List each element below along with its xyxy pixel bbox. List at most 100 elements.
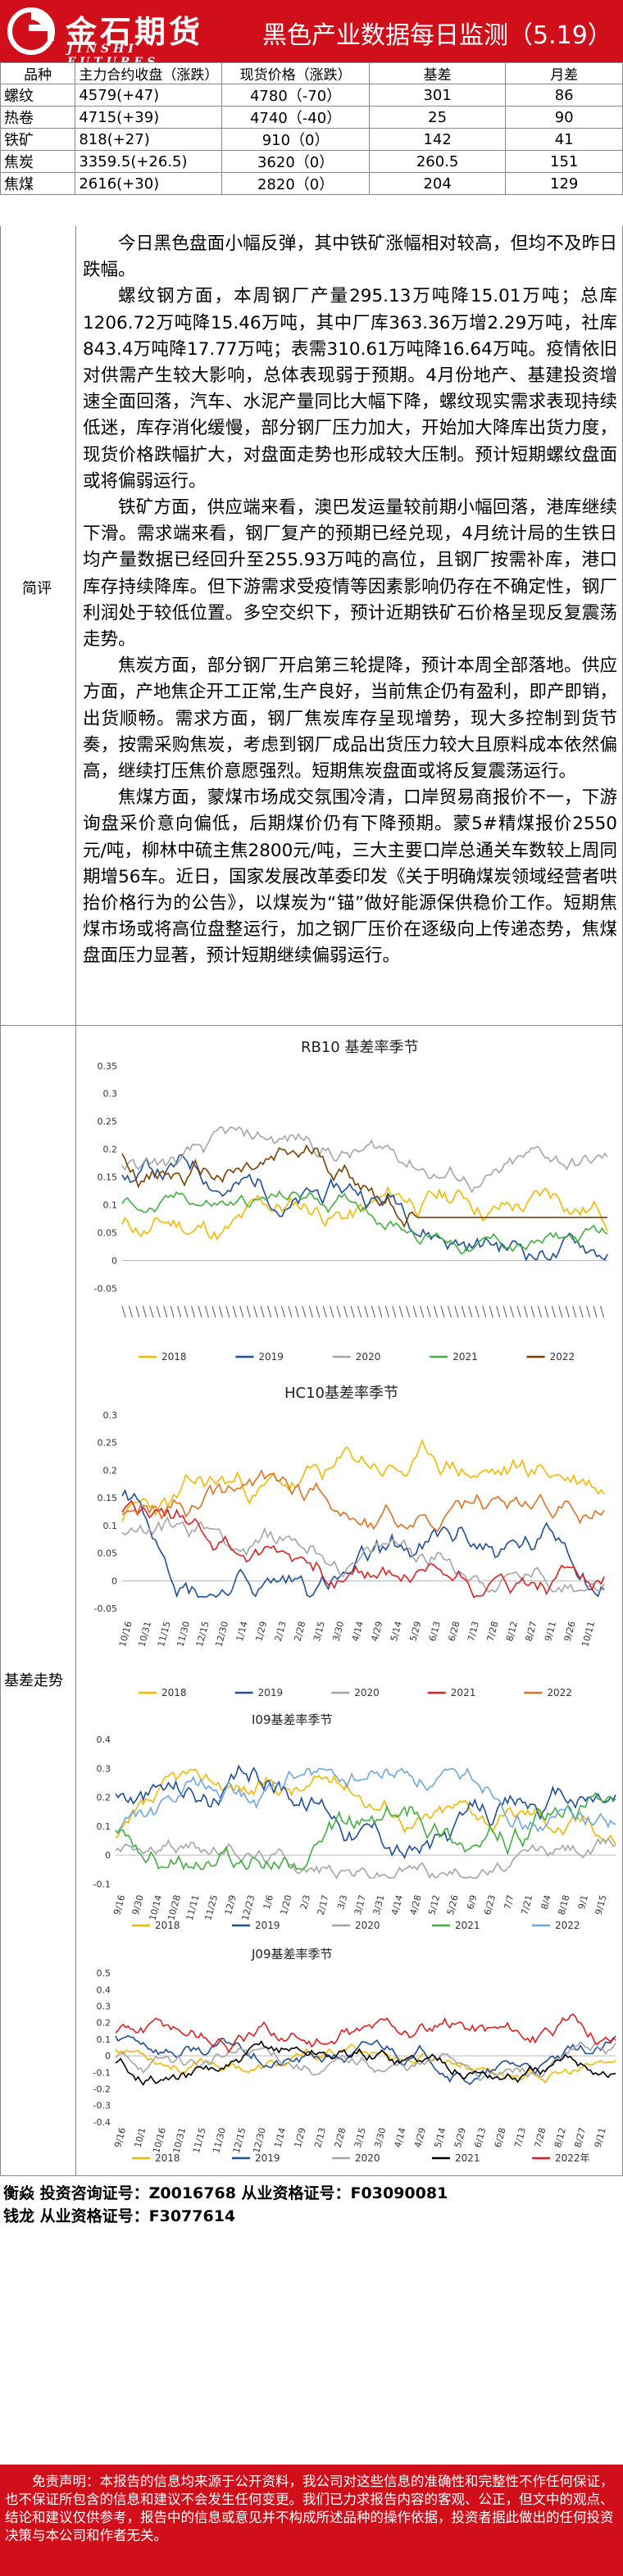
x-tick-mark bbox=[170, 1305, 175, 1318]
x-tick-label: 4/29 bbox=[369, 1620, 384, 1642]
y-tick-label: -0.3 bbox=[93, 2101, 111, 2111]
i09-chart: I09基差率季节 0.4 0.3 0.2 0.1 0 -0.1 9/16 9/30 10/14 10… bbox=[80, 1711, 621, 1940]
x-tick-label: 6/9 bbox=[465, 1893, 479, 1910]
x-tick-label: 7/28 bbox=[533, 2126, 548, 2148]
y-tick-label: 0.15 bbox=[98, 1172, 118, 1183]
table-row: 铁矿 818(+27) 910（0） 142 41 bbox=[0, 128, 623, 151]
series-line bbox=[115, 2043, 616, 2084]
x-tick-mark bbox=[586, 1305, 591, 1318]
x-tick-mark bbox=[468, 1305, 473, 1318]
cell-spread: 90 bbox=[505, 106, 623, 129]
table-row: 焦煤 2616(+30) 2820（0） 204 129 bbox=[0, 172, 623, 195]
y-tick-label: -0.1 bbox=[93, 2067, 111, 2078]
x-tick-label: 9/30 bbox=[130, 1893, 146, 1916]
y-tick-label: 0.15 bbox=[98, 1493, 118, 1503]
x-tick-label: 2/17 bbox=[316, 1893, 331, 1916]
x-tick-mark bbox=[392, 1305, 397, 1318]
x-tick-label: 4/28 bbox=[408, 1893, 424, 1916]
x-tick-label: 2/28 bbox=[292, 1620, 307, 1642]
series-line bbox=[121, 1144, 607, 1228]
y-tick-label: 0.5 bbox=[97, 1968, 111, 1979]
legend-label: 2018 bbox=[155, 2152, 180, 2164]
x-tick-label: 9/15 bbox=[593, 1893, 609, 1916]
x-tick-label: 3/15 bbox=[352, 2126, 368, 2148]
y-tick-label: 0.05 bbox=[98, 1228, 118, 1239]
x-tick-mark bbox=[600, 1305, 605, 1318]
legend-label: 2018 bbox=[161, 1687, 187, 1698]
x-tick-mark bbox=[294, 1305, 299, 1318]
x-tick-label: 7/21 bbox=[519, 1893, 534, 1916]
x-tick-mark bbox=[516, 1305, 521, 1318]
series-line bbox=[115, 2040, 616, 2086]
x-tick-label: 4/14 bbox=[393, 2126, 408, 2148]
x-tick-mark bbox=[211, 1305, 216, 1318]
table-row: 热卷 4715(+39) 4740（-40） 25 90 bbox=[0, 106, 623, 129]
x-tick-mark bbox=[384, 1305, 389, 1318]
series-line bbox=[115, 1764, 616, 1860]
company-logo: 金石期货 JINSHI FUTURES bbox=[7, 5, 211, 69]
series-line bbox=[121, 1190, 608, 1255]
legend-label: 2021 bbox=[455, 2152, 480, 2164]
x-tick-mark bbox=[357, 1305, 362, 1318]
legend-label: 2021 bbox=[452, 1351, 478, 1363]
chart-title: I09基差率季节 bbox=[252, 1712, 333, 1727]
y-tick-label: 0.1 bbox=[103, 1521, 118, 1531]
x-tick-mark bbox=[593, 1305, 598, 1318]
x-tick-mark bbox=[343, 1305, 348, 1318]
y-tick-label: 0.25 bbox=[98, 1438, 118, 1449]
x-tick-label: 6/13 bbox=[427, 1620, 443, 1642]
x-tick-mark bbox=[420, 1305, 425, 1318]
x-tick-mark bbox=[378, 1305, 383, 1318]
legend-label: 2019 bbox=[258, 1351, 284, 1363]
series-line bbox=[115, 1766, 616, 1833]
cell-basis: 142 bbox=[368, 128, 507, 151]
analyst-contacts: 衡焱 投资咨询证号：Z0016768 从业资格证号：F03090081 钱龙 从… bbox=[0, 2176, 623, 2258]
x-tick-label: 9/11 bbox=[543, 1620, 558, 1642]
j09-chart: J09基差率季节 0.5 0.4 0.3 0.2 0.1 0 -0.1 -0.2 -0.3 -0.4… bbox=[80, 1947, 621, 2173]
cell-variety: 焦炭 bbox=[0, 150, 76, 173]
x-tick-label: 12/9 bbox=[223, 1893, 239, 1916]
legend-label: 2022年 bbox=[555, 2152, 590, 2164]
series-line bbox=[121, 1516, 605, 1594]
table-header-row: 品种 主力合约收盘（涨跌） 现货价格（涨跌） 基差 月差 bbox=[0, 62, 623, 84]
y-tick-label: 0.2 bbox=[97, 1793, 111, 1803]
x-tick-mark bbox=[205, 1305, 209, 1318]
x-tick-label: 8/12 bbox=[553, 2126, 568, 2148]
series-line bbox=[121, 1489, 605, 1599]
x-tick-mark bbox=[246, 1305, 251, 1318]
x-tick-label: 3/3 bbox=[335, 1893, 349, 1910]
cell-spread: 129 bbox=[505, 172, 623, 195]
legend-label: 2020 bbox=[356, 1351, 381, 1363]
cell-contract: 3359.5(+26.5) bbox=[75, 150, 223, 173]
x-tick-mark bbox=[350, 1305, 355, 1318]
cell-spot: 2820（0） bbox=[221, 172, 370, 195]
y-tick-label: 0.35 bbox=[98, 1061, 118, 1072]
x-tick-mark bbox=[530, 1305, 535, 1318]
y-tick-label: 0.3 bbox=[103, 1089, 118, 1100]
cell-basis: 260.5 bbox=[368, 150, 507, 173]
x-tick-mark bbox=[128, 1305, 133, 1318]
x-tick-mark bbox=[232, 1305, 237, 1318]
x-tick-mark bbox=[551, 1305, 556, 1318]
x-tick-mark bbox=[267, 1305, 272, 1318]
x-tick-label: 3/17 bbox=[352, 1893, 368, 1916]
x-tick-mark bbox=[336, 1305, 341, 1318]
cell-contract: 4715(+39) bbox=[75, 106, 223, 129]
y-tick-label: -0.05 bbox=[94, 1603, 117, 1614]
x-tick-mark bbox=[558, 1305, 563, 1318]
x-tick-label: 6/13 bbox=[472, 2126, 488, 2148]
x-tick-mark bbox=[260, 1305, 265, 1318]
y-tick-label: 0 bbox=[111, 1255, 117, 1266]
x-tick-label: 2/13 bbox=[273, 1620, 289, 1642]
x-tick-mark bbox=[537, 1305, 542, 1318]
x-tick-mark bbox=[371, 1305, 375, 1318]
cell-spread: 86 bbox=[505, 84, 623, 107]
commentary-body: 今日黑色盘面小幅反弹，其中铁矿涨幅相对较高，但均不及昨日跌幅。 螺纹钢方面，本周… bbox=[83, 231, 617, 970]
x-tick-mark bbox=[448, 1305, 452, 1318]
rb10-chart: RB10 基差率季节 0.35 0.3 0.25 0.2 0.15 0.1 0.05 0 -0.0… bbox=[80, 1032, 621, 1370]
x-tick-label: 9/11 bbox=[593, 2126, 608, 2148]
x-tick-mark bbox=[434, 1305, 439, 1318]
x-tick-mark bbox=[281, 1305, 285, 1318]
